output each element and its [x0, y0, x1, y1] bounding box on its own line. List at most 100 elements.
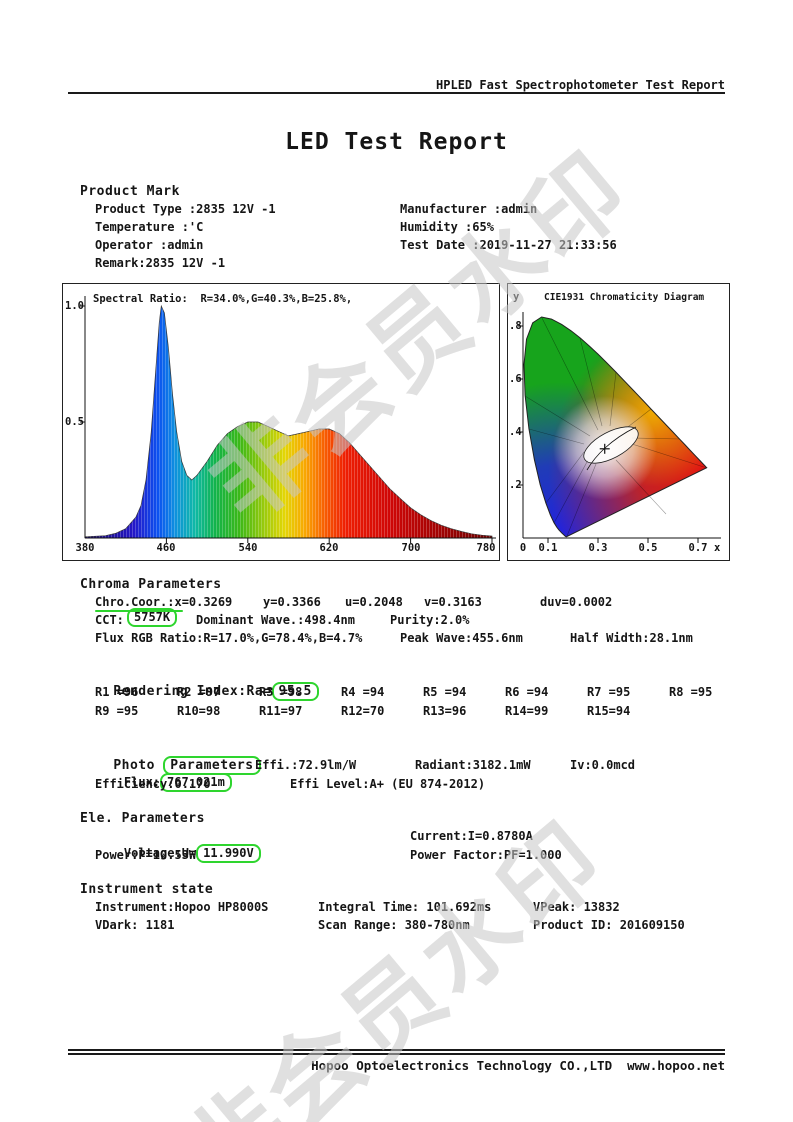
cct-label: CCT:	[95, 613, 124, 627]
instrument-name: Instrument:Hopoo HP8000S	[95, 900, 269, 914]
flux-line: Flux: 767.021m	[95, 758, 232, 807]
cri-value-r12: R12=70	[341, 704, 385, 718]
cie-chart-title: CIE1931 Chromaticity Diagram	[544, 292, 705, 303]
cie-gamut-white-center	[524, 317, 707, 537]
cie-test-point-marker	[599, 443, 610, 454]
voltage-label: Voltage:U=	[123, 846, 197, 860]
cie-x-tick: 0.1	[538, 542, 558, 554]
cie-y-tick: .6	[509, 373, 522, 385]
chro-u: u=0.2048	[345, 595, 403, 609]
purity: Purity:2.0%	[390, 613, 470, 627]
operator: Operator :admin	[95, 238, 204, 252]
photo-heading-prefix: Photo	[113, 758, 164, 773]
cri-value-r7: R7 =95	[587, 685, 631, 699]
cri-value-r9: R9 =95	[95, 704, 139, 718]
footer-divider-bottom	[68, 1053, 725, 1055]
chro-coor-y: y=0.3366	[263, 595, 321, 609]
peak-wave: Peak Wave:455.6nm	[400, 631, 523, 645]
cri-row-2: R9 =95 R10=98 R11=97 R12=70 R13=96 R14=9…	[95, 704, 669, 718]
radiant: Radiant:3182.1mW	[415, 758, 531, 772]
spectral-x-tick: 380	[75, 542, 95, 554]
page-title: LED Test Report	[285, 129, 508, 155]
flux-rgb-ratio: Flux RGB Ratio:R=17.0%,G=78.4%,B=4.7%	[95, 631, 363, 645]
cri-value-r10: R10=98	[177, 704, 221, 718]
cri-value-r3: R3 =98	[259, 685, 303, 699]
spectral-x-tick: 700	[401, 542, 421, 554]
cri-value-r15: R15=94	[587, 704, 631, 718]
spectral-x-tick: 540	[238, 542, 258, 554]
cri-value-r1: R1 =96	[95, 685, 139, 699]
report-header-text: HPLED Fast Spectrophotometer Test Report	[436, 78, 725, 92]
product-mark-heading: Product Mark	[80, 184, 180, 199]
spectral-x-tick: 780	[476, 542, 496, 554]
cri-row-1: R1 =96 R2 =97 R3 =98 R4 =94 R5 =94 R6 =9…	[95, 685, 751, 699]
instrument-heading: Instrument state	[80, 882, 214, 897]
cie-x-tick: 0	[519, 542, 527, 554]
cie-spectral-locus-outline	[523, 316, 708, 538]
test-date: Test Date :2019-11-27 21:33:56	[400, 238, 617, 252]
cie-region-boundary-lines	[524, 317, 708, 537]
cie-chart-canvas	[518, 312, 721, 543]
spectral-y-tick: 1.0	[65, 300, 84, 312]
integral-time: Integral Time: 101.692ms	[318, 900, 492, 914]
cct-value-annotation: 5757K	[127, 608, 178, 627]
cri-value-r2: R2 =97	[177, 685, 221, 699]
iv: Iv:0.0mcd	[570, 758, 636, 772]
cie-chart: y CIE1931 Chromaticity Diagram .8 .6 .4 …	[507, 283, 730, 561]
spectral-curve-texture	[85, 306, 492, 538]
cie-axes	[518, 312, 721, 543]
flux-label: Flux:	[123, 775, 161, 789]
spectral-chart-canvas	[80, 296, 496, 543]
current: Current:I=0.8780A	[410, 829, 533, 843]
flux-value-annotation: 767.021m	[160, 773, 232, 792]
cie-y-tick: .8	[509, 320, 522, 332]
scan-range: Scan Range: 380-780nm	[318, 918, 470, 932]
spectral-y-tick: 0.5	[65, 416, 84, 428]
chroma-heading: Chroma Parameters	[80, 577, 222, 592]
rendering-heading: Rendering Index:Ra= 95.5	[80, 665, 319, 718]
cri-value-r5: R5 =94	[423, 685, 467, 699]
cie-x-tick: 0.3	[588, 542, 608, 554]
power-factor: Power Factor:PF=1.000	[410, 848, 562, 862]
vdark: VDark: 1181	[95, 918, 175, 932]
cri-value-r4: R4 =94	[341, 685, 385, 699]
cie-y-tick: .4	[509, 426, 522, 438]
rendering-heading-label: Rendering Index:Ra=	[113, 684, 272, 699]
cie-y-tick: .2	[509, 479, 522, 491]
half-width: Half Width:28.1nm	[570, 631, 693, 645]
cri-value-r8: R8 =95	[669, 685, 713, 699]
chro-v: v=0.3163	[424, 595, 482, 609]
voltage-line: Voltage:U= 11.990V	[95, 829, 261, 878]
cie-x-tick: 0.5	[638, 542, 658, 554]
power: Power:P=10.53W	[95, 848, 197, 862]
temperature: Temperature :'C	[95, 220, 204, 234]
chro-coor: Chro.Coor.:x=0.3269	[95, 595, 233, 609]
spectral-chart: Spectral Ratio: R=34.0%,G=40.3%,B=25.8%,…	[62, 283, 500, 561]
manufacturer: Manufacturer :admin	[400, 202, 538, 216]
ele-heading: Ele. Parameters	[80, 811, 205, 826]
cie-x-axis-letter: x	[714, 542, 721, 554]
cie-y-axis-letter: y	[513, 291, 520, 303]
cie-x-tick: 0.7	[688, 542, 708, 554]
footer-company: Hopoo Optoelectronics Technology CO.,LTD…	[311, 1058, 725, 1073]
effi-level: Effi Level:A+ (EU 874-2012)	[290, 777, 486, 791]
chro-duv: duv=0.0002	[540, 595, 613, 609]
cie-white-region-ellipse	[583, 426, 639, 464]
spectral-x-tick: 620	[319, 542, 339, 554]
header-divider	[68, 92, 725, 94]
product-id: Product ID: 201609150	[533, 918, 685, 932]
spectral-x-tick: 460	[156, 542, 176, 554]
cri-value-r13: R13=96	[423, 704, 467, 718]
product-type: Product Type :2835 12V -1	[95, 202, 276, 216]
humidity: Humidity :65%	[400, 220, 494, 234]
spectral-chart-title: Spectral Ratio: R=34.0%,G=40.3%,B=25.8%,	[93, 293, 353, 305]
effi: Effi.:72.9lm/W	[255, 758, 357, 772]
remark: Remark:2835 12V -1	[95, 256, 226, 270]
chro-coor-underline-annotation	[95, 610, 183, 612]
vpeak: VPeak: 13832	[533, 900, 620, 914]
cri-value-r14: R14=99	[505, 704, 549, 718]
ra-value-annotation: 95.5	[271, 682, 319, 701]
voltage-value-annotation: 11.990V	[196, 844, 261, 863]
cri-value-r11: R11=97	[259, 704, 303, 718]
